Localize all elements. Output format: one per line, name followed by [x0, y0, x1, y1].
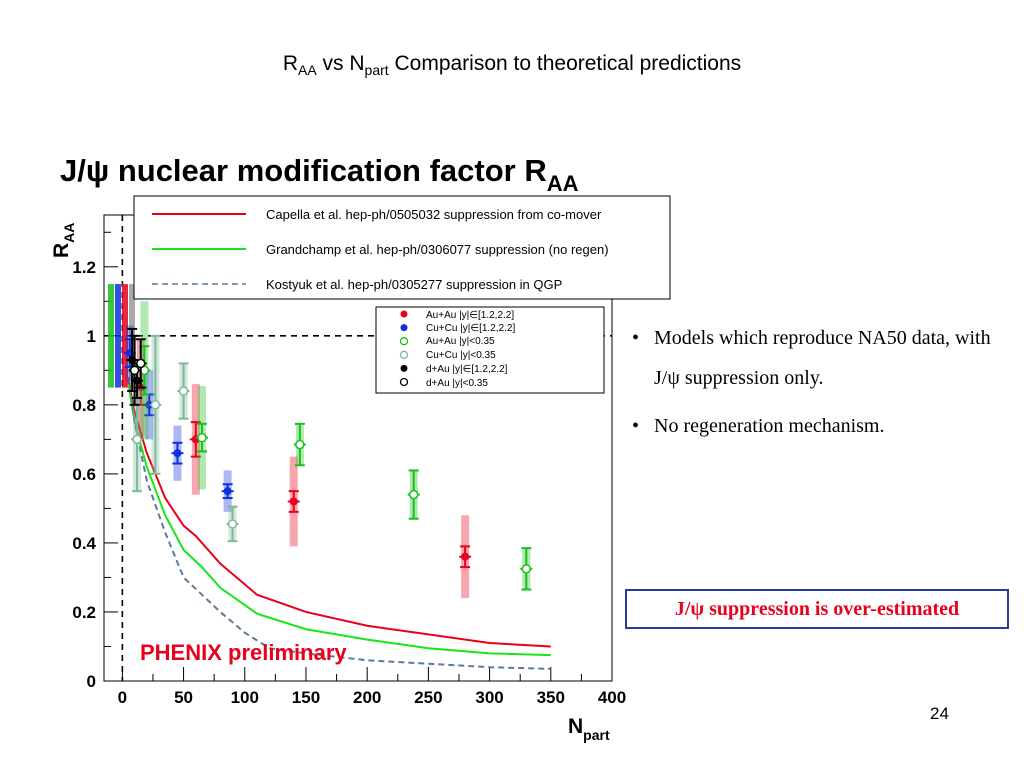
data-point — [223, 487, 232, 496]
y-tick-label: 0 — [87, 672, 96, 691]
conclusion-callout: J/ψ suppression is over-estimated — [625, 589, 1009, 629]
model-legend-label-kostyuk: Kostyuk et al. hep-ph/0305277 suppressio… — [266, 277, 562, 292]
model-curve — [127, 377, 551, 670]
data-point — [132, 434, 142, 445]
data-legend-label-dau-fwd: d+Au |y|∈[1.2,2.2] — [426, 364, 508, 375]
data-legend-label-cucu-mid: Cu+Cu |y|<0.35 — [426, 350, 496, 361]
data-point — [289, 497, 298, 506]
data-legend-marker — [400, 364, 408, 372]
global-syst-bar — [122, 284, 128, 388]
data-legend: Au+Au |y|∈[1.2,2.2] Cu+Cu |y|∈[1.2,2.2] … — [375, 306, 605, 394]
data-legend-label-cucu-fwd: Cu+Cu |y|∈[1.2,2.2] — [426, 323, 515, 334]
x-axis-label: Npart — [568, 715, 610, 743]
phenix-preliminary-label: PHENIX preliminary — [140, 640, 347, 665]
bullet-dot: • — [632, 415, 640, 437]
chart-title: J/ψ nuclear modification factor RAA — [60, 153, 579, 196]
data-point — [408, 489, 419, 500]
slide-title-sub-part: part — [364, 62, 389, 79]
y-axis-label: RAA — [50, 223, 77, 258]
x-axis-label-main: N — [568, 715, 583, 738]
x-tick-label: 0 — [118, 688, 127, 707]
x-tick-label: 100 — [231, 688, 259, 707]
data-legend-label-auau-fwd: Au+Au |y|∈[1.2,2.2] — [426, 310, 514, 321]
data-legend-marker — [400, 324, 408, 332]
data-legend-marker — [399, 350, 409, 359]
x-tick-label: 200 — [353, 688, 381, 707]
data-legend-marker — [399, 337, 409, 346]
data-legend-box — [375, 306, 605, 394]
data-point — [197, 432, 207, 443]
chart-layer: 0 50 100 150 200 250 300 350 400 0 0.2 0.4 0.6 0.8 1 1.… — [72, 215, 626, 707]
global-syst-bar — [115, 284, 121, 388]
x-tick-label: 350 — [537, 688, 565, 707]
x-tick-label: 400 — [598, 688, 626, 707]
model-legend-label-capella: Capella et al. hep-ph/0505032 suppressio… — [266, 207, 602, 222]
data-legend-label-auau-mid: Au+Au |y|<0.35 — [426, 336, 495, 347]
x-tick-label: 150 — [292, 688, 320, 707]
data-point — [178, 386, 189, 396]
y-axis-label-main: R — [50, 243, 73, 258]
bullet-list: • Models which reproduce NA50 data, with… — [632, 318, 1002, 454]
chart-title-sub: AA — [547, 171, 579, 196]
slide-title-rest: Comparison to theoretical predictions — [388, 52, 742, 75]
y-axis-label-sub: AA — [61, 223, 77, 243]
chart-title-main: J/ψ nuclear modification factor R — [60, 153, 547, 188]
y-tick-label: 0.6 — [72, 465, 96, 484]
y-tick-label: 0.4 — [72, 534, 96, 553]
data-legend-label-dau-mid: d+Au |y|<0.35 — [426, 378, 488, 389]
x-tick-label: 300 — [475, 688, 503, 707]
slide-title-vs: vs N — [316, 52, 365, 75]
slide-title-r: R — [282, 52, 298, 75]
data-point — [295, 439, 305, 450]
y-tick-label: 0.2 — [72, 603, 96, 622]
model-curve — [127, 383, 551, 657]
data-point — [150, 400, 161, 410]
data-point — [135, 358, 146, 369]
model-curve — [127, 380, 551, 648]
global-syst-bar — [108, 284, 114, 388]
x-axis-label-sub: part — [583, 727, 610, 743]
slide-title-sub-aa: AA — [298, 62, 317, 79]
data-point — [173, 449, 182, 458]
x-tick-label: 250 — [414, 688, 442, 707]
data-legend-markers — [399, 310, 409, 387]
data-legend-marker — [399, 377, 409, 387]
bullet-dot: • — [632, 327, 640, 349]
bullet-item: • No regeneration mechanism. — [632, 406, 1002, 446]
model-legend-label-grandchamp: Grandchamp et al. hep-ph/0306077 suppres… — [266, 242, 609, 257]
page-number: 24 — [930, 704, 949, 723]
conclusion-callout-text: J/ψ suppression is over-estimated — [674, 597, 960, 620]
data-point — [521, 564, 532, 574]
bullet-text: No regeneration mechanism. — [654, 415, 885, 437]
data-legend-marker — [400, 310, 408, 318]
y-tick-label: 0.8 — [72, 396, 96, 415]
y-tick-label: 1 — [87, 327, 96, 346]
x-tick-label: 50 — [174, 688, 193, 707]
data-point — [129, 365, 140, 376]
bullet-item: • Models which reproduce NA50 data, with… — [632, 318, 1002, 398]
data-point — [227, 519, 238, 529]
data-point — [461, 552, 470, 561]
bullet-text: Models which reproduce NA50 data, with J… — [654, 327, 991, 389]
model-legend: Capella et al. hep-ph/0505032 suppressio… — [133, 195, 671, 300]
y-tick-label: 1.2 — [72, 258, 96, 277]
slide-title: RAA vs Npart Comparison to theoretical p… — [0, 52, 1024, 78]
